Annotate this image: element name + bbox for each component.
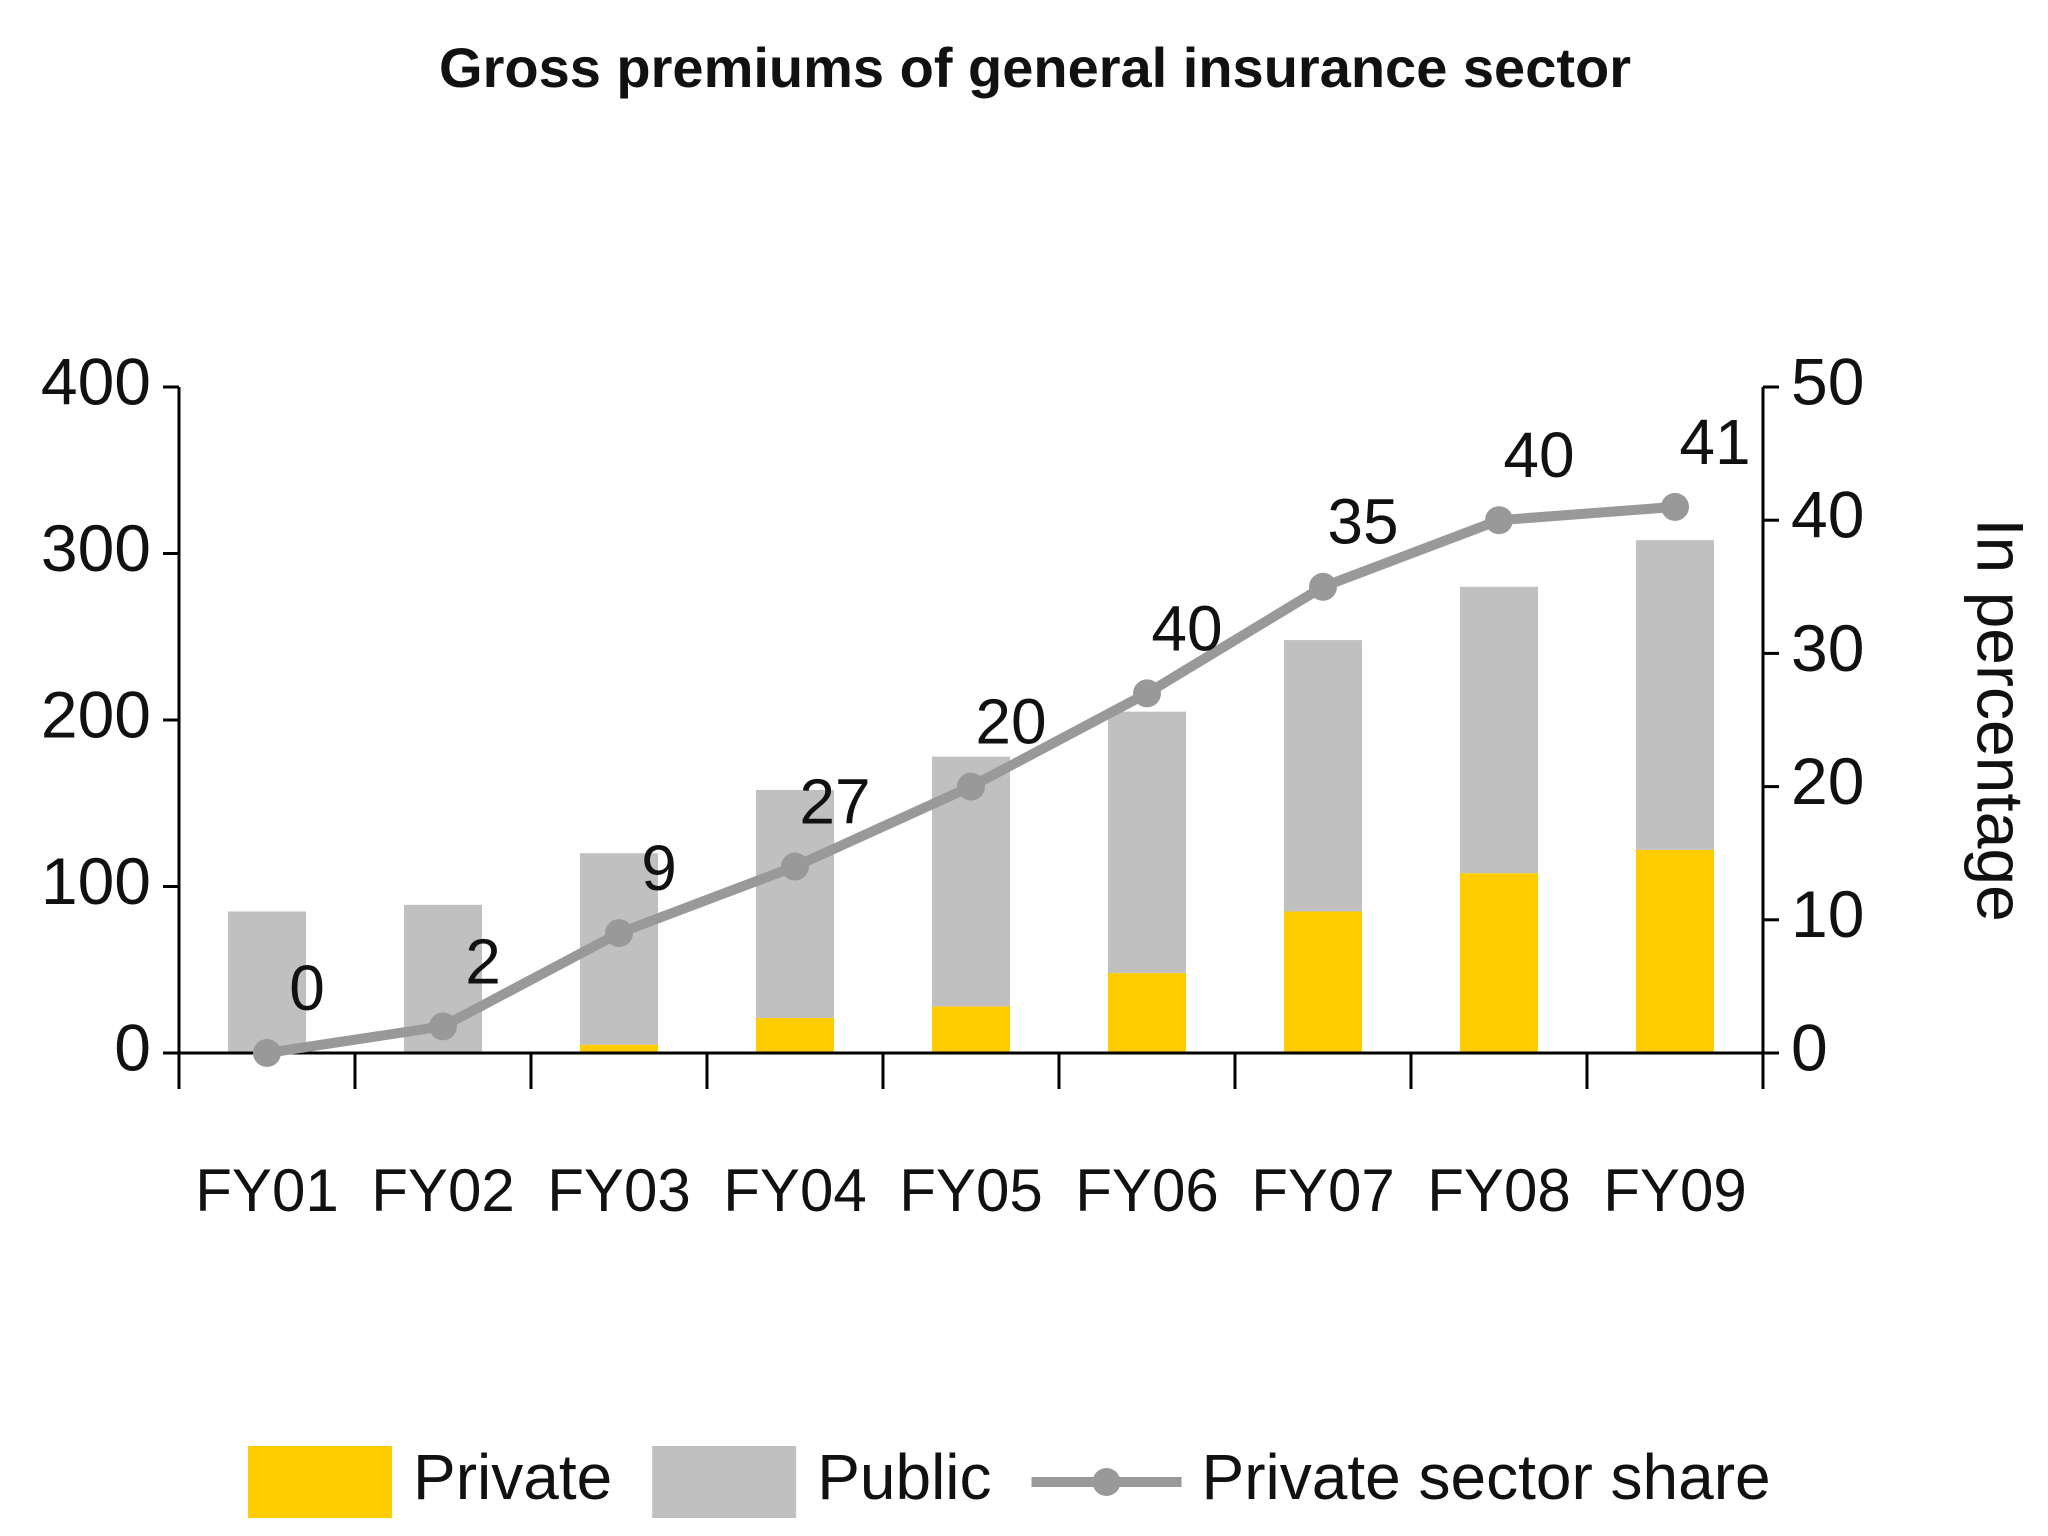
data-label: 27 bbox=[799, 765, 870, 837]
y-tick-label: 400 bbox=[41, 344, 151, 418]
x-tick-label: FY01 bbox=[195, 1157, 338, 1224]
x-tick-label: FY03 bbox=[547, 1157, 690, 1224]
bar bbox=[756, 1018, 834, 1053]
bar bbox=[756, 789, 834, 1019]
bar bbox=[1636, 540, 1714, 850]
line-marker bbox=[1133, 679, 1161, 708]
data-label: 20 bbox=[975, 686, 1046, 758]
y2-tick-label: 0 bbox=[1791, 1010, 1828, 1084]
line-marker bbox=[429, 1012, 457, 1041]
x-tick-label: FY04 bbox=[723, 1157, 866, 1224]
y2-tick-label: 10 bbox=[1791, 877, 1864, 951]
line-marker bbox=[253, 1039, 281, 1067]
y2-tick-label: 50 bbox=[1791, 344, 1864, 418]
data-label: 0 bbox=[289, 952, 325, 1024]
bar bbox=[228, 911, 306, 1053]
legend-marker bbox=[1092, 1468, 1121, 1496]
x-tick-label: FY06 bbox=[1075, 1157, 1218, 1224]
y-tick-label: 100 bbox=[41, 844, 151, 918]
y2-axis-label: In percentage bbox=[1964, 518, 2038, 922]
legend-label: Private sector share bbox=[1202, 1441, 1771, 1513]
legend-label: Public bbox=[817, 1441, 991, 1513]
line-marker bbox=[605, 919, 633, 948]
y2-tick-label: 30 bbox=[1791, 611, 1864, 685]
line-marker bbox=[1309, 572, 1337, 601]
bar bbox=[932, 1006, 1010, 1053]
data-label: 40 bbox=[1503, 419, 1574, 491]
data-label: 9 bbox=[641, 832, 677, 904]
x-tick-label: FY05 bbox=[899, 1157, 1042, 1224]
bar bbox=[1460, 873, 1538, 1053]
bar bbox=[1108, 711, 1186, 974]
x-tick-label: FY08 bbox=[1427, 1157, 1570, 1224]
data-label: 35 bbox=[1327, 486, 1398, 558]
bar bbox=[580, 1044, 658, 1053]
line-marker bbox=[957, 772, 985, 801]
bar bbox=[1460, 586, 1538, 874]
y-tick-label: 200 bbox=[41, 677, 151, 751]
legend-swatch bbox=[652, 1446, 797, 1518]
data-label: 41 bbox=[1679, 406, 1750, 478]
y-tick-label: 300 bbox=[41, 511, 151, 585]
x-tick-label: FY09 bbox=[1603, 1157, 1746, 1224]
y2-tick-label: 20 bbox=[1791, 744, 1864, 818]
bar bbox=[1284, 640, 1362, 912]
y-tick-label: 0 bbox=[114, 1010, 151, 1084]
data-label: 2 bbox=[465, 925, 501, 997]
legend-swatch bbox=[248, 1446, 392, 1518]
bar bbox=[1284, 911, 1362, 1053]
line-marker bbox=[1661, 492, 1689, 521]
line-marker bbox=[1485, 506, 1513, 535]
bar bbox=[1108, 973, 1186, 1053]
legend-label: Private bbox=[413, 1441, 612, 1513]
data-label: 40 bbox=[1151, 592, 1222, 664]
x-tick-label: FY07 bbox=[1251, 1157, 1394, 1224]
chart-title: Gross premiums of general insurance sect… bbox=[439, 36, 1631, 99]
bar bbox=[1636, 849, 1714, 1053]
x-tick-label: FY02 bbox=[371, 1157, 514, 1224]
line-marker bbox=[781, 852, 809, 881]
y2-tick-label: 40 bbox=[1791, 478, 1864, 552]
